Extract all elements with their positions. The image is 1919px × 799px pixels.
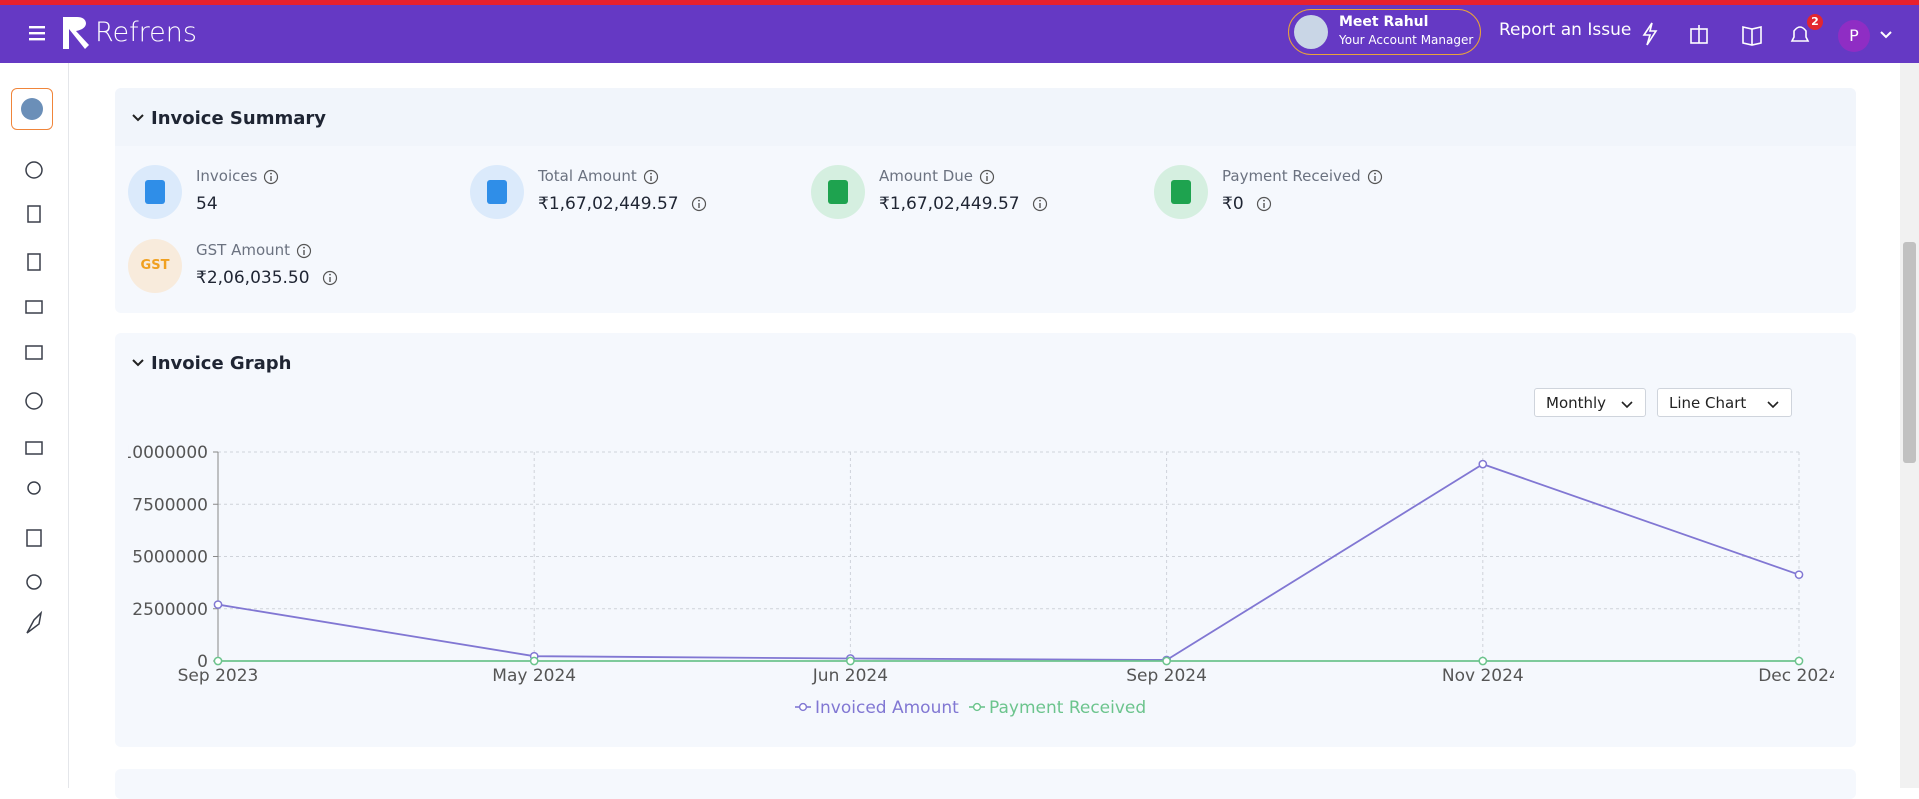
report-issue[interactable]: Report an Issue	[1499, 20, 1632, 40]
x-tick-label: Sep 2023	[178, 666, 259, 686]
manager-avatar	[1294, 15, 1328, 49]
summary-title: Invoice Summary	[151, 108, 326, 129]
manager-role: Your Account Manager	[1339, 33, 1474, 47]
point	[529, 656, 539, 666]
point	[1794, 570, 1804, 580]
legend-marker	[972, 702, 982, 712]
summary-icon	[128, 165, 182, 219]
legend-marker	[798, 702, 808, 712]
summary-value: ₹1,67,02,449.57	[879, 194, 1020, 214]
summary-value: ₹1,67,02,449.57	[538, 194, 679, 214]
y-tick-label: 0	[197, 652, 208, 672]
user-menu-chevron[interactable]	[1879, 30, 1893, 40]
period-value: Monthly	[1546, 394, 1607, 412]
x-tick-label: Sep 2024	[1126, 666, 1207, 686]
manager-name: Meet Rahul	[1339, 14, 1429, 30]
summary-toggle[interactable]	[131, 113, 145, 123]
header-icons[interactable]	[1640, 21, 1820, 47]
period-chevron	[1621, 401, 1633, 409]
graph-toggle[interactable]	[131, 358, 145, 368]
summary-label: Total Amount	[538, 167, 637, 185]
summary-value: 54	[196, 194, 218, 214]
info-icon[interactable]	[1256, 196, 1272, 212]
notification-badge: 2	[1807, 14, 1823, 30]
summary-icon	[1154, 165, 1208, 219]
summary-card	[115, 88, 1856, 313]
point	[1478, 459, 1488, 469]
info-icon[interactable]	[1032, 196, 1048, 212]
info-icon[interactable]	[1367, 169, 1383, 185]
point	[1478, 656, 1488, 666]
summary-header	[115, 88, 1856, 146]
info-icon[interactable]	[643, 169, 659, 185]
point	[213, 600, 223, 609]
summary-icon: GST	[128, 239, 182, 293]
y-tick-label: 7500000	[132, 495, 208, 515]
chart: 0 2500000 5000000 7500000 10000000 Sep 2023 Ma…	[128, 443, 1834, 718]
summary-value: ₹2,06,035.50	[196, 268, 310, 288]
y-tick-label: 2500000	[132, 600, 208, 620]
point	[1162, 656, 1171, 666]
x-tick-label: Dec 2024	[1758, 666, 1834, 686]
info-icon[interactable]	[979, 169, 995, 185]
point	[846, 656, 855, 666]
y-tick-label: 10000000	[128, 443, 208, 463]
summary-label: Amount Due	[879, 167, 973, 185]
user-avatar[interactable]: P	[1838, 20, 1870, 52]
y-tick-label: 5000000	[132, 548, 208, 568]
summary-label: Invoices	[196, 167, 258, 185]
summary-icon	[470, 165, 524, 219]
manager-pill[interactable]	[1288, 9, 1481, 55]
summary-icon	[811, 165, 865, 219]
x-tick-label: Nov 2024	[1442, 666, 1524, 686]
scrollbar-thumb[interactable]	[1903, 242, 1916, 463]
point	[1794, 656, 1804, 666]
legend-label: Payment Received	[989, 698, 1146, 718]
period-select[interactable]: Monthly	[1534, 388, 1646, 417]
series-line	[217, 463, 1800, 661]
legend-label: Invoiced Amount	[815, 698, 959, 718]
summary-label: Payment Received	[1222, 167, 1361, 185]
info-icon[interactable]	[322, 270, 338, 286]
x-tick-label: May 2024	[492, 666, 576, 686]
point	[213, 656, 223, 666]
summary-value: ₹0	[1222, 194, 1244, 214]
x-tick-label: Jun 2024	[812, 666, 888, 686]
menu-button[interactable]	[29, 24, 47, 42]
top-strip	[0, 0, 1919, 5]
chart-kind-value: Line Chart	[1669, 394, 1747, 412]
brand[interactable]: Refrens	[95, 17, 197, 48]
info-icon[interactable]	[691, 196, 707, 212]
top-bar: Refrens Meet Rahul Your Account Manager …	[0, 5, 1919, 63]
next-card	[115, 769, 1856, 799]
org-logo[interactable]	[11, 88, 53, 130]
sidebar	[0, 63, 69, 788]
chart-kind-chevron	[1767, 401, 1779, 409]
logo-mark	[63, 17, 89, 49]
summary-label: GST Amount	[196, 241, 291, 259]
info-icon[interactable]	[296, 243, 312, 259]
info-icon[interactable]	[263, 169, 279, 185]
graph-title: Invoice Graph	[151, 353, 292, 374]
sidebar-icons[interactable]	[22, 158, 46, 638]
